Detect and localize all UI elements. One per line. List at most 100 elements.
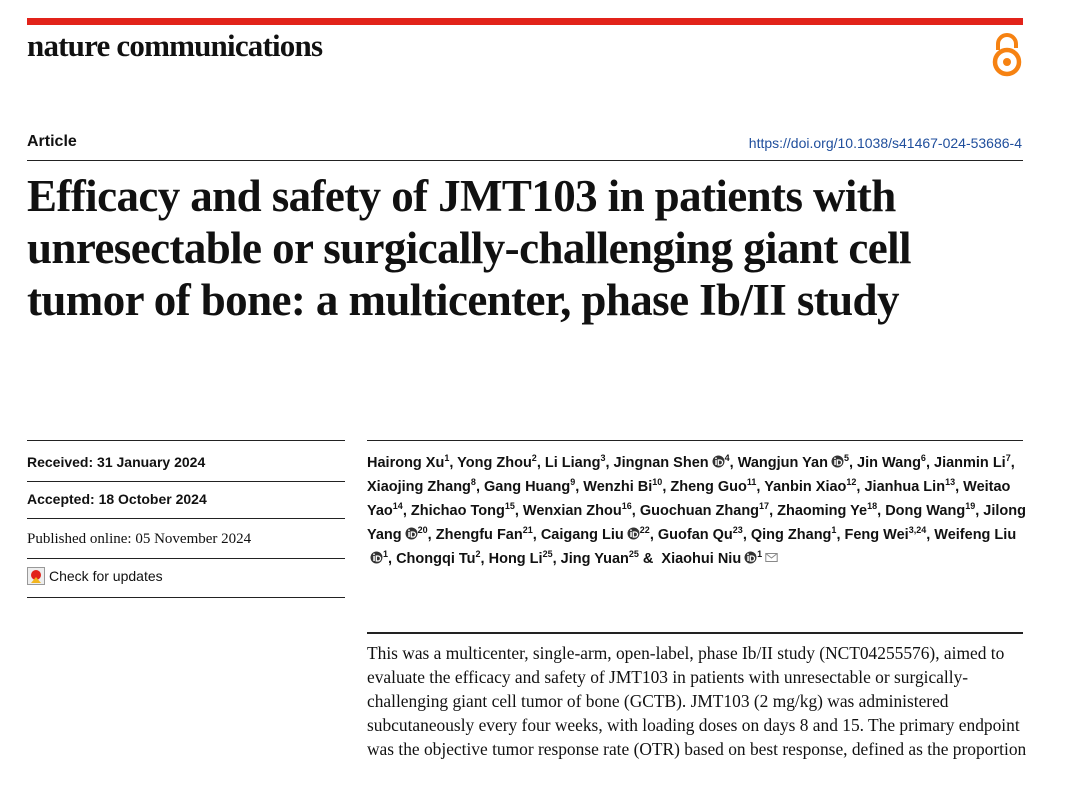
divider: [27, 597, 345, 598]
author-separator: ,: [449, 455, 454, 471]
author-name: Zheng Guo: [670, 479, 747, 495]
orcid-icon: [627, 527, 640, 540]
author-name: Jianhua Lin: [864, 479, 946, 495]
affiliation: 9: [570, 477, 576, 488]
author: Dong Wang19,: [885, 502, 980, 519]
divider: [27, 440, 345, 441]
author-separator: ,: [402, 503, 407, 519]
affiliation: 16: [621, 501, 632, 512]
author-separator: ,: [575, 479, 580, 495]
author-separator: ,: [536, 455, 541, 471]
author: Zhichao Tong15,: [410, 501, 519, 519]
author-name: Zhaoming Ye: [777, 503, 868, 519]
author-name: Jingnan Shen: [613, 455, 709, 471]
orcid-icon: [370, 551, 383, 564]
author-name: Hairong Xu: [367, 455, 445, 471]
author-name: Li Liang: [544, 455, 601, 471]
divider: [27, 160, 1023, 161]
orcid-icon: [712, 455, 725, 468]
accepted-label: Accepted:: [27, 491, 95, 507]
affiliation: 10: [652, 477, 663, 488]
author-separator: ,: [848, 455, 853, 471]
author-name: Wenzhi Bi: [583, 479, 653, 495]
author-separator: ,: [975, 503, 980, 519]
author: Zheng Guo11,: [670, 477, 761, 495]
doi-link[interactable]: https://doi.org/10.1038/s41467-024-53686…: [748, 135, 1022, 151]
affiliation: 13: [945, 477, 956, 488]
author-separator: ,: [475, 479, 480, 495]
published: Published online: 05 November 2024: [27, 531, 251, 548]
affiliation: 23: [732, 525, 743, 536]
author: Weitao Yao14,: [367, 479, 1010, 519]
author-name: Dong Wang: [885, 503, 966, 519]
author-name: Jilong Yang: [367, 503, 1026, 543]
author-separator: ,: [836, 527, 841, 543]
author: Gang Huang9,: [484, 477, 580, 495]
author-name: Guochuan Zhang: [639, 503, 760, 519]
author: Zhaoming Ye18,: [777, 502, 881, 519]
author-name: Yanbin Xiao: [764, 479, 847, 495]
affiliation: 6: [920, 453, 926, 464]
author: Hairong Xu1,: [367, 453, 454, 471]
author: Jing Yuan25 &: [560, 550, 658, 567]
check-updates-text: Check for updates: [49, 568, 163, 584]
affiliation: 20: [417, 525, 428, 536]
author-separator: ,: [769, 503, 774, 519]
affiliation: 12: [846, 477, 857, 488]
author-name: Chongqi Tu: [396, 551, 476, 567]
author-name: Zhichao Tong: [410, 503, 505, 519]
author-separator: ,: [856, 479, 861, 495]
author: Caigang Liu 22,: [541, 525, 654, 543]
author-name: Xiaojing Zhang: [367, 479, 471, 495]
author: Jingnan Shen 4,: [613, 454, 734, 471]
affiliation: 1: [757, 549, 763, 560]
orcid-icon: [831, 455, 844, 468]
accepted: Accepted: 18 October 2024: [27, 491, 207, 507]
affiliation: 1: [383, 549, 389, 560]
author: Jin Wang6,: [857, 453, 930, 471]
author-separator: ,: [552, 551, 557, 567]
author: Hong Li25,: [489, 549, 557, 567]
article-title: Efficacy and safety of JMT103 in patient…: [27, 171, 911, 325]
article-type: Article: [27, 133, 77, 150]
author-separator: ,: [742, 527, 747, 543]
received: Received: 31 January 2024: [27, 454, 205, 470]
affiliation: 14: [392, 501, 403, 512]
accepted-date: 18 October 2024: [98, 491, 207, 507]
author-separator: ,: [427, 527, 432, 543]
published-date: 05 November 2024: [135, 531, 252, 547]
author: Jilong Yang 20,: [367, 503, 1026, 543]
author-separator: &: [642, 551, 654, 567]
affiliation: 17: [759, 501, 770, 512]
affiliation: 22: [639, 525, 650, 536]
author: Guochuan Zhang17,: [639, 501, 774, 519]
affiliation: 1: [444, 453, 450, 464]
affiliation: 5: [843, 453, 849, 464]
header-bar: [27, 18, 1023, 25]
journal-name: nature communications: [27, 28, 323, 63]
author: Xiaohui Niu 1: [661, 549, 778, 567]
affiliation: 15: [504, 501, 515, 512]
affiliation: 11: [746, 477, 757, 488]
author-separator: ,: [756, 479, 761, 495]
author-name: Weitao Yao: [367, 479, 1011, 519]
author: Guofan Qu23,: [658, 525, 747, 543]
author: Jianmin Li7,: [934, 454, 1015, 471]
author-name: Jing Yuan: [560, 551, 629, 567]
affiliation: 25: [542, 549, 553, 560]
author-separator: ,: [649, 527, 654, 543]
author-name: Jianmin Li: [934, 455, 1006, 471]
author-separator: ,: [925, 455, 930, 471]
author: Yong Zhou2,: [457, 454, 541, 471]
orcid-icon: [744, 551, 757, 564]
author-name: Jin Wang: [857, 455, 921, 471]
author-separator: ,: [1010, 455, 1015, 471]
author: Wangjun Yan 5,: [738, 453, 853, 471]
divider: [27, 558, 345, 559]
author-name: Yong Zhou: [457, 455, 532, 471]
author-name: Qing Zhang: [750, 527, 832, 543]
author-name: Xiaohui Niu: [661, 551, 742, 567]
divider: [27, 518, 345, 519]
check-for-updates[interactable]: Check for updates: [27, 567, 163, 585]
author: Li Liang3,: [544, 454, 610, 471]
